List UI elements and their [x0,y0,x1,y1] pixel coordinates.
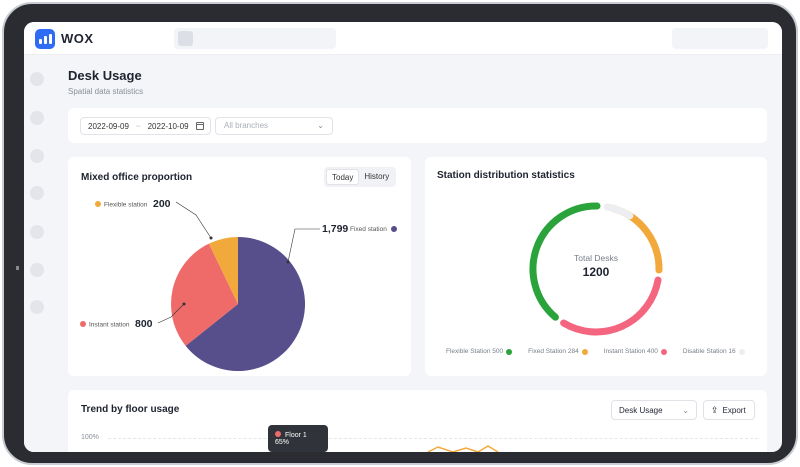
period-toggle: Today History [324,167,397,187]
branch-placeholder: All branches [224,121,269,130]
sidebar [24,55,54,452]
trend-line-chart [427,445,499,452]
slice-instant[interactable] [170,243,238,346]
value-instant: 800 [135,318,153,330]
callout-line-flexible [175,201,212,239]
arc-flexible-station[interactable] [529,202,601,321]
date-start: 2022-09-09 [88,121,129,131]
mixed-office-pie: Flexible station 200 1,799 Fixed station… [80,198,397,371]
tab-today[interactable]: Today [326,169,360,185]
legend-flexible-station: Flexible Station 500 [446,348,513,355]
trend-series-line [427,445,499,452]
label-fixed: Fixed station [350,226,387,233]
donut-center-label: Total Desks [574,253,618,263]
donut-center-value: 1200 [583,265,610,279]
date-end: 2022-10-09 [147,121,189,131]
trend-card: Trend by floor usage Desk Usage ⌄ ⇪ Expo… [68,390,767,452]
page-title: Desk Usage [68,68,142,83]
chevron-down-icon: ⌄ [682,405,689,415]
chevron-down-icon: ⌄ [317,121,324,130]
sidebar-item-4[interactable] [30,186,44,200]
station-distribution-card: Station distribution statistics Total De… [425,157,767,376]
top-search-bar[interactable] [174,28,336,49]
sidebar-item-5[interactable] [30,225,44,239]
logo-icon [35,29,55,49]
export-button[interactable]: ⇪ Export [703,400,755,420]
legend-dot-flexible [95,201,101,207]
tooltip-dot [275,431,281,437]
app-screen: WOX Desk Usage Spatial data statistics 2… [24,22,782,452]
legend-dot-fixed [391,226,397,232]
slice-fixed[interactable] [185,237,305,371]
sidebar-item-7[interactable] [30,300,44,314]
legend-dot-instant [80,321,86,327]
mixed-office-title: Mixed office proportion [81,172,193,183]
sidebar-item-2[interactable] [30,111,44,125]
arc-disable-station[interactable] [603,203,634,220]
top-bar: WOX [24,22,782,55]
trend-title: Trend by floor usage [81,404,180,415]
metric-select-value: Desk Usage [619,405,663,415]
slice-flexible[interactable] [208,237,238,304]
legend-disable-station: Disable Station 16 [683,348,745,355]
label-flexible: Flexible station [104,202,148,209]
sidebar-item-1[interactable] [30,72,44,86]
upload-icon: ⇪ [711,404,719,415]
value-flexible: 200 [153,198,171,210]
sidebar-item-3[interactable] [30,149,44,163]
date-range-picker[interactable]: 2022-09-09 ~ 2022-10-09 [80,117,211,135]
arc-instant-station[interactable] [560,276,662,336]
metric-select[interactable]: Desk Usage ⌄ [611,400,697,420]
station-donut: Total Desks 1200 [529,202,663,336]
date-separator: ~ [135,121,141,131]
grid-line [108,438,758,439]
legend-fixed-station: Fixed Station 284 [528,348,588,355]
label-instant: Instant station [89,322,130,329]
station-legend: Flexible Station 500 Fixed Station 284 I… [446,348,745,355]
tooltip-text: Floor 1 65% [275,432,307,446]
y-axis-tick-100: 100% [81,434,99,441]
page-subtitle: Spatial data statistics [68,87,144,96]
filter-bar: 2022-09-09 ~ 2022-10-09 All branches ⌄ [68,108,767,143]
top-right-control[interactable] [672,28,768,49]
tab-history[interactable]: History [364,172,390,181]
export-label: Export [722,405,746,415]
legend-instant-station: Instant Station 400 [604,348,667,355]
callout-line-instant [157,303,185,324]
station-distribution-title: Station distribution statistics [437,170,575,181]
arc-fixed-station[interactable] [608,204,663,274]
brand-name: WOX [61,31,94,46]
side-button [16,266,19,270]
branch-select[interactable]: All branches ⌄ [215,117,333,135]
chart-tooltip: Floor 1 65% [268,425,328,452]
callout-line-fixed [287,228,320,263]
sidebar-item-6[interactable] [30,263,44,277]
value-fixed: 1,799 [322,223,348,235]
calendar-icon [196,122,204,130]
mixed-office-card: Mixed office proportion Today History Fl… [68,157,411,376]
search-icon [178,31,193,46]
